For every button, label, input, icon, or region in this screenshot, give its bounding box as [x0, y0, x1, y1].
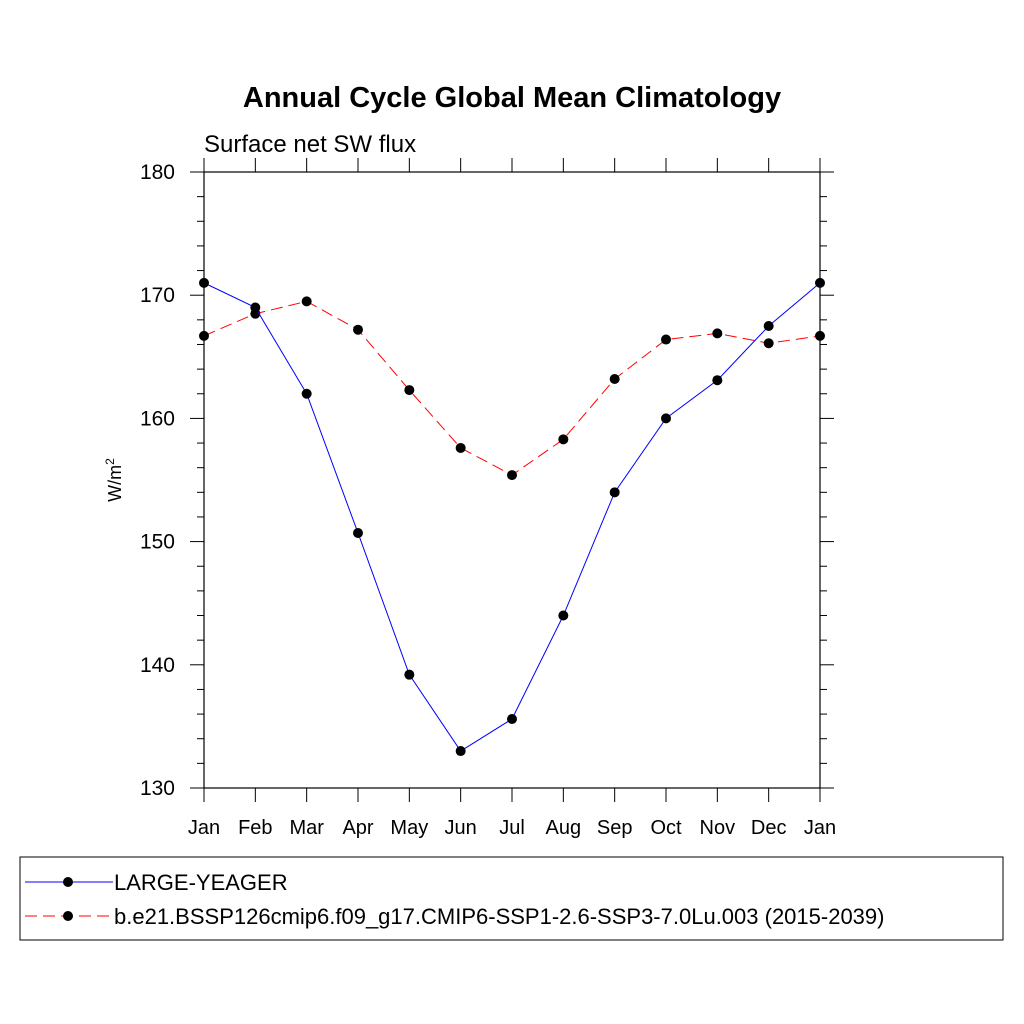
data-point: [301, 388, 312, 399]
legend-label: LARGE-YEAGER: [114, 870, 288, 895]
data-point: [763, 338, 774, 349]
x-tick-label: Dec: [751, 817, 787, 839]
data-point: [763, 321, 774, 331]
chart-subtitle: Surface net SW flux: [204, 131, 416, 158]
data-point: [455, 442, 466, 453]
x-tick-label: Jan: [804, 817, 836, 839]
x-tick-label: Nov: [700, 817, 736, 839]
legend-label: b.e21.BSSP126cmip6.f09_g17.CMIP6-SSP1-2.…: [114, 904, 884, 929]
chart-title: Annual Cycle Global Mean Climatology: [243, 82, 781, 114]
y-tick-label: 140: [140, 654, 175, 677]
y-axis-label: W/m2: [103, 458, 125, 502]
series-line: [203, 282, 821, 752]
x-tick-label: May: [390, 817, 428, 839]
series-line: [203, 300, 821, 476]
data-point: [712, 375, 723, 386]
x-tick-label: Jan: [188, 817, 220, 839]
data-point: [301, 296, 312, 307]
data-point: [609, 373, 620, 384]
data-point: [815, 330, 825, 341]
data-point: [661, 334, 671, 345]
y-axis-label-exponent: 2: [103, 458, 117, 465]
data-point: [712, 328, 723, 339]
x-tick-label: Jun: [445, 817, 477, 839]
y-tick-label: 150: [140, 531, 175, 554]
legend-box: [19, 856, 1004, 941]
data-point: [609, 487, 620, 498]
x-tick-label: Sep: [597, 817, 633, 839]
data-point: [507, 470, 517, 481]
x-tick-label: Aug: [546, 817, 582, 839]
data-point: [199, 330, 209, 341]
y-tick-label: 180: [140, 161, 175, 184]
data-point: [558, 434, 569, 445]
data-point: [558, 610, 569, 621]
data-point: [404, 385, 415, 396]
data-point: [353, 324, 363, 335]
x-tick-label: Mar: [289, 817, 324, 839]
x-tick-label: Jul: [499, 817, 525, 839]
data-point: [199, 277, 209, 288]
legend-marker: [63, 911, 73, 921]
x-tick-label: Apr: [342, 817, 373, 839]
x-tick-label: Oct: [650, 817, 682, 839]
data-point: [507, 714, 517, 725]
y-axis-label-unit: W/m: [105, 465, 125, 502]
data-point: [661, 413, 671, 424]
series-layer: [199, 277, 825, 757]
y-tick-label: 130: [140, 777, 175, 800]
legend-marker: [63, 877, 73, 887]
y-tick-label: 160: [140, 407, 175, 430]
legend: LARGE-YEAGER b.e21.BSSP126cmip6.f09_g17.C…: [25, 870, 884, 929]
axes: Jan Feb Mar Apr May Jun Jul Aug Sep Oct Nov Dec Jan 1…: [140, 158, 836, 839]
data-point: [353, 527, 363, 538]
data-point: [404, 669, 415, 680]
data-point: [455, 746, 466, 757]
data-point: [815, 277, 825, 288]
data-point: [250, 302, 261, 313]
y-tick-label: 170: [140, 284, 175, 307]
x-tick-label: Feb: [238, 817, 272, 839]
